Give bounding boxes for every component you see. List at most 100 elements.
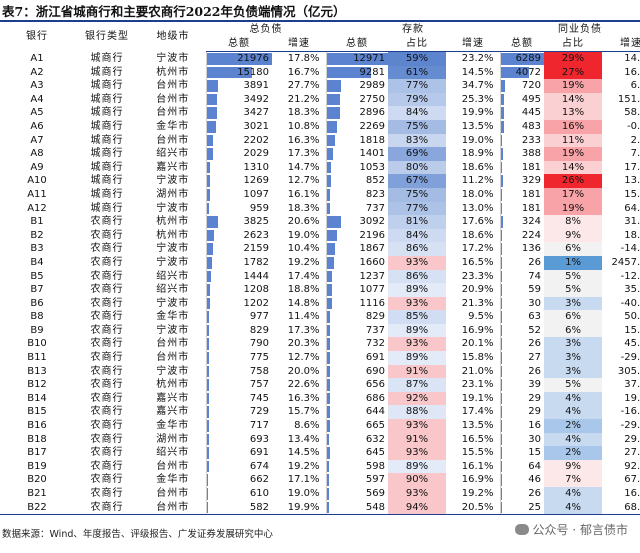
cell-ib-total: 26 <box>499 364 545 379</box>
cell-city: 嘉兴市 <box>156 392 190 404</box>
cell-type: 农商行 <box>90 311 124 323</box>
cell-liab-total: 2029 <box>205 147 272 161</box>
cell-liab-total-value: 959 <box>249 202 269 214</box>
cell-liab-growth: 19.9% <box>272 500 326 516</box>
cell-ib-growth: 15.9% <box>624 324 640 336</box>
cell-type: 农商行 <box>90 447 124 459</box>
cell-liab-total: 3427 <box>205 106 272 120</box>
cell-liab-total: 1444 <box>205 269 272 284</box>
cell-ib-share: 5% <box>544 269 603 284</box>
cell-type: 农商行 <box>90 229 124 241</box>
cell-dep-total-fill <box>327 420 330 432</box>
cell-dep-total: 2896 <box>325 106 388 120</box>
cell-liab-total: 1310 <box>205 160 272 175</box>
cell-ib-share: 3% <box>544 351 603 365</box>
cell-dep-total: 2989 <box>325 79 388 93</box>
cell-city: 金华市 <box>156 311 190 323</box>
cell-type: 城商行 <box>90 93 124 105</box>
table-title: 表7：浙江省城商行和主要农商行2022年负债端情况（亿元） <box>2 4 346 19</box>
cell-liab-total-fill <box>207 420 209 432</box>
cell-ib-share: 27% <box>544 65 603 80</box>
cell-city: 嘉兴市 <box>156 406 190 418</box>
cell-liab-total: 1269 <box>205 174 272 188</box>
table-row: A2 城商行 杭州市 15180 16.7% 9281 61% 14.5% 4072 27% 16.… <box>0 65 640 80</box>
cell-ib-total-fill <box>501 107 504 119</box>
cell-liab-total-value: 757 <box>249 379 269 391</box>
cell-city: 绍兴市 <box>156 270 190 282</box>
cell-ib-share: 5% <box>544 283 603 297</box>
cell-ib-total: 64 <box>499 459 545 474</box>
cell-type: 城商行 <box>90 80 124 92</box>
cell-dep-total: 1660 <box>325 255 388 270</box>
cell-bank: A5 <box>30 107 44 119</box>
cell-ib-share: 2% <box>544 419 603 433</box>
cell-ib-total-fill <box>501 161 502 174</box>
cell-dep-total-fill <box>327 80 341 92</box>
cell-ib-total-value: 64 <box>528 460 542 472</box>
cell-dep-growth: 19.2% <box>461 488 494 499</box>
cell-liab-total: 757 <box>205 378 272 392</box>
cell-ib-share: 14% <box>544 92 603 107</box>
cell-liab-growth: 12.7% <box>287 175 320 187</box>
cell-ib-share: 9% <box>544 228 603 243</box>
cell-type: 城商行 <box>90 188 124 200</box>
cell-liab-total-fill <box>207 365 209 378</box>
cell-dep-total-value: 2196 <box>359 229 385 241</box>
cell-dep-share: 75% <box>388 119 446 134</box>
cell-bank: B21 <box>27 488 47 499</box>
cell-ib-total: 136 <box>499 242 545 256</box>
cell-liab-total-fill <box>207 488 209 500</box>
cell-liab-growth: 17.4% <box>287 270 320 282</box>
cell-ib-total-fill <box>501 120 504 133</box>
cell-ib-total-value: 483 <box>521 120 542 132</box>
cell-dep-total-fill <box>327 229 337 242</box>
cell-type: 城商行 <box>90 148 124 160</box>
cell-liab-total-fill <box>207 433 209 446</box>
cell-bank: B7 <box>30 284 44 296</box>
cell-liab-growth: 18.8% <box>287 284 320 296</box>
cell-dep-total-fill <box>327 256 335 269</box>
cell-liab-total-value: 15180 <box>237 66 269 78</box>
cell-dep-total-value: 598 <box>365 460 385 472</box>
cell-ib-total-fill <box>501 80 506 92</box>
cell-type: 城商行 <box>90 175 124 187</box>
col-type: 银行类型 <box>85 31 129 43</box>
cell-liab-total-fill <box>207 406 209 419</box>
cell-liab-total-value: 775 <box>249 352 269 364</box>
cell-type: 农商行 <box>90 392 124 404</box>
cell-liab-total-fill <box>207 188 210 201</box>
cell-liab-total: 1202 <box>205 296 272 311</box>
cell-liab-total: 3021 <box>205 119 272 134</box>
cell-ib-growth: 92.5% <box>624 460 640 472</box>
cell-liab-total-fill <box>207 93 217 106</box>
cell-bank: A4 <box>30 93 44 105</box>
cell-ib-total-value: 6289 <box>515 53 542 64</box>
cell-dep-total-value: 1818 <box>359 134 385 146</box>
cell-ib-total: 181 <box>499 187 545 202</box>
cell-liab-total: 3891 <box>205 79 272 93</box>
cell-liab-total-value: 790 <box>249 338 269 350</box>
cell-ib-total: 26 <box>499 487 545 501</box>
cell-ib-total-value: 29 <box>528 392 542 404</box>
cell-liab-total-fill <box>207 270 211 283</box>
cell-ib-total: 6289 <box>499 51 545 66</box>
cell-liab-total-fill <box>207 460 209 473</box>
cell-ib-total: 495 <box>499 92 545 107</box>
cell-liab-total-fill <box>207 202 210 215</box>
cell-city: 宁波市 <box>156 175 190 187</box>
cell-liab-growth: 12.7% <box>287 352 320 364</box>
cell-dep-share: 89% <box>388 283 446 297</box>
cell-bank: B16 <box>27 420 47 432</box>
cell-dep-growth: 15.8% <box>461 352 494 364</box>
cell-dep-growth: 21.3% <box>461 297 494 309</box>
cell-dep-share: 89% <box>388 323 446 338</box>
cell-liab-total-value: 1782 <box>243 256 269 268</box>
cell-dep-share: 93% <box>388 446 446 460</box>
cell-dep-growth: 9.5% <box>468 311 494 323</box>
cell-dep-growth: 16.5% <box>461 256 494 268</box>
